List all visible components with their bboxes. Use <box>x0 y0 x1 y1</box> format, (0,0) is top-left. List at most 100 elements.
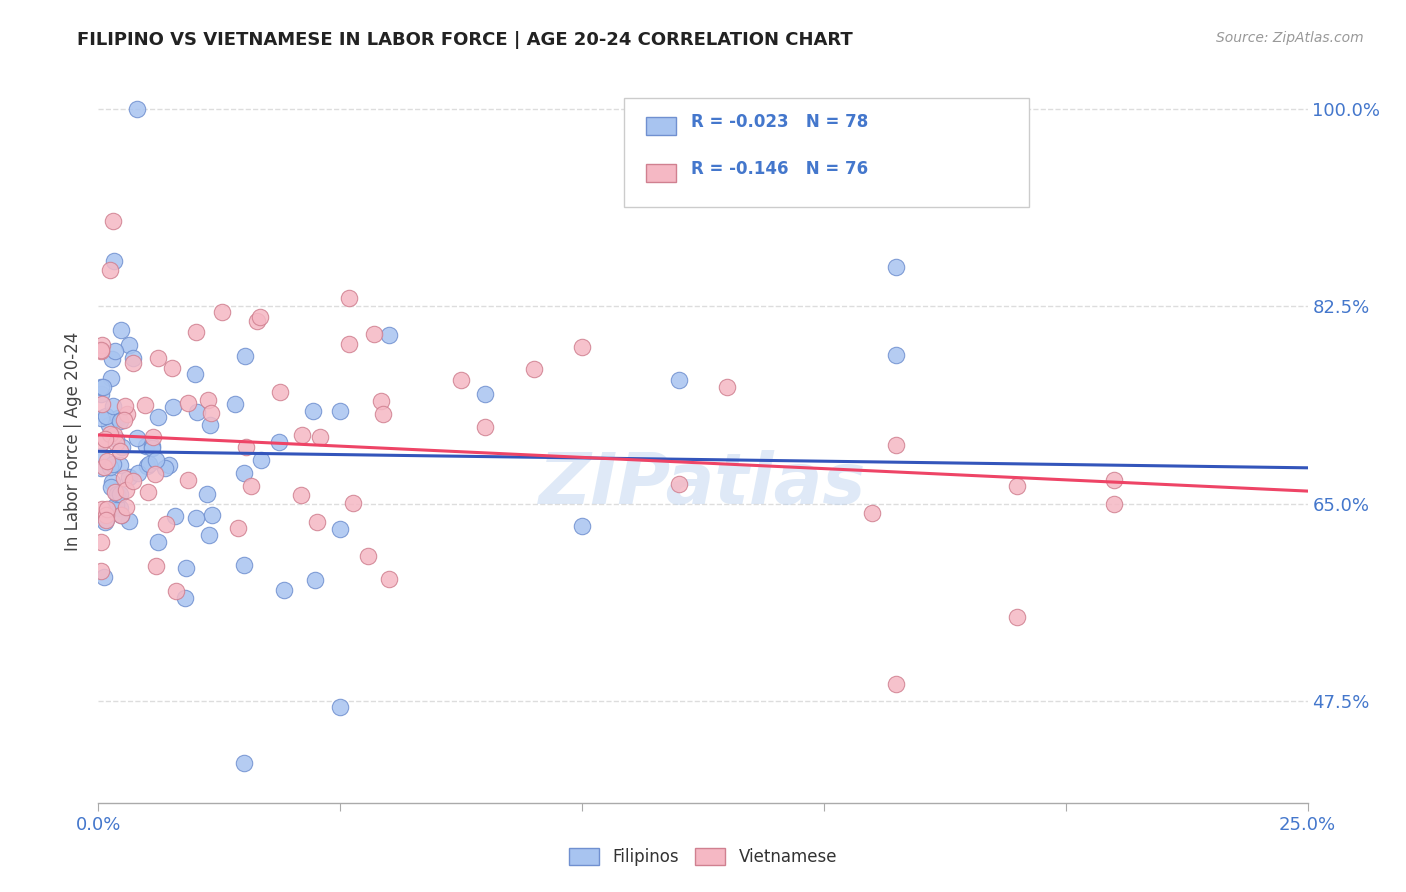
Point <box>103 427 125 442</box>
Point <box>309 430 332 444</box>
Point <box>163 508 186 523</box>
Point <box>162 400 184 414</box>
Point <box>93 432 115 446</box>
Point <box>240 479 263 493</box>
Point <box>329 522 352 536</box>
Point <box>198 418 221 433</box>
Point <box>224 397 246 411</box>
Point <box>141 439 163 453</box>
Point <box>90 436 112 450</box>
Point <box>201 508 224 522</box>
Point <box>165 583 187 598</box>
Point <box>105 436 128 450</box>
Point <box>177 473 200 487</box>
Point <box>155 460 177 475</box>
Point <box>232 756 254 771</box>
Point <box>110 508 132 522</box>
Point <box>135 439 157 453</box>
Point <box>101 475 124 490</box>
Text: Source: ZipAtlas.com: Source: ZipAtlas.com <box>1216 31 1364 45</box>
Point <box>571 340 593 354</box>
Point <box>269 384 291 399</box>
Point <box>186 405 208 419</box>
Point <box>1007 478 1029 492</box>
Point <box>98 427 121 442</box>
Point <box>197 393 219 408</box>
Point <box>371 407 394 421</box>
Point <box>96 513 118 527</box>
Point <box>886 260 908 274</box>
Point <box>103 254 125 268</box>
Point <box>886 438 908 452</box>
Point <box>273 582 295 597</box>
Point <box>138 458 160 472</box>
Point <box>571 519 593 533</box>
Point <box>115 407 138 421</box>
Point <box>249 453 271 467</box>
Point <box>136 458 159 473</box>
Point <box>118 514 141 528</box>
Point <box>235 440 257 454</box>
Point <box>342 496 364 510</box>
Point <box>90 338 112 352</box>
Point <box>114 399 136 413</box>
Point <box>96 508 118 522</box>
Point <box>195 487 218 501</box>
Text: R = -0.023   N = 78: R = -0.023 N = 78 <box>690 113 868 131</box>
Point <box>90 460 112 475</box>
Point <box>136 485 159 500</box>
Point <box>90 564 112 578</box>
Point <box>211 305 233 319</box>
Point <box>110 444 132 458</box>
Point <box>160 361 183 376</box>
Point <box>174 561 197 575</box>
Point <box>184 367 207 381</box>
Point <box>127 431 149 445</box>
Point <box>886 677 908 691</box>
Point <box>100 479 122 493</box>
Point <box>96 454 118 468</box>
Point <box>269 435 291 450</box>
Point <box>450 373 472 387</box>
Y-axis label: In Labor Force | Age 20-24: In Labor Force | Age 20-24 <box>65 332 83 551</box>
Point <box>145 452 167 467</box>
Point <box>91 380 114 394</box>
Point <box>146 351 169 365</box>
Point <box>127 102 149 116</box>
Point <box>1102 473 1125 487</box>
Point <box>184 511 207 525</box>
Point <box>177 396 200 410</box>
Point <box>100 263 122 277</box>
Text: FILIPINO VS VIETNAMESE IN LABOR FORCE | AGE 20-24 CORRELATION CHART: FILIPINO VS VIETNAMESE IN LABOR FORCE | … <box>77 31 853 49</box>
Point <box>291 428 314 442</box>
Point <box>114 500 136 514</box>
Point <box>93 460 115 475</box>
Point <box>90 343 112 357</box>
Point <box>174 591 197 605</box>
Point <box>101 457 124 471</box>
Point <box>226 521 249 535</box>
Point <box>93 570 115 584</box>
Point <box>94 515 117 529</box>
Point <box>142 430 165 444</box>
Point <box>886 348 908 362</box>
Point <box>668 476 690 491</box>
Point <box>377 328 399 343</box>
Point <box>357 549 380 563</box>
Point <box>90 410 112 425</box>
Point <box>233 466 256 480</box>
Point <box>307 515 329 529</box>
Point <box>716 380 738 394</box>
Point <box>232 558 254 573</box>
Point <box>134 398 156 412</box>
Point <box>184 325 207 339</box>
Point <box>363 326 385 341</box>
Point <box>94 512 117 526</box>
Point <box>114 483 136 497</box>
Point <box>155 517 177 532</box>
Point <box>474 420 496 434</box>
Point <box>90 343 112 358</box>
Point <box>110 501 132 516</box>
Point <box>329 404 352 418</box>
Point <box>108 458 131 472</box>
